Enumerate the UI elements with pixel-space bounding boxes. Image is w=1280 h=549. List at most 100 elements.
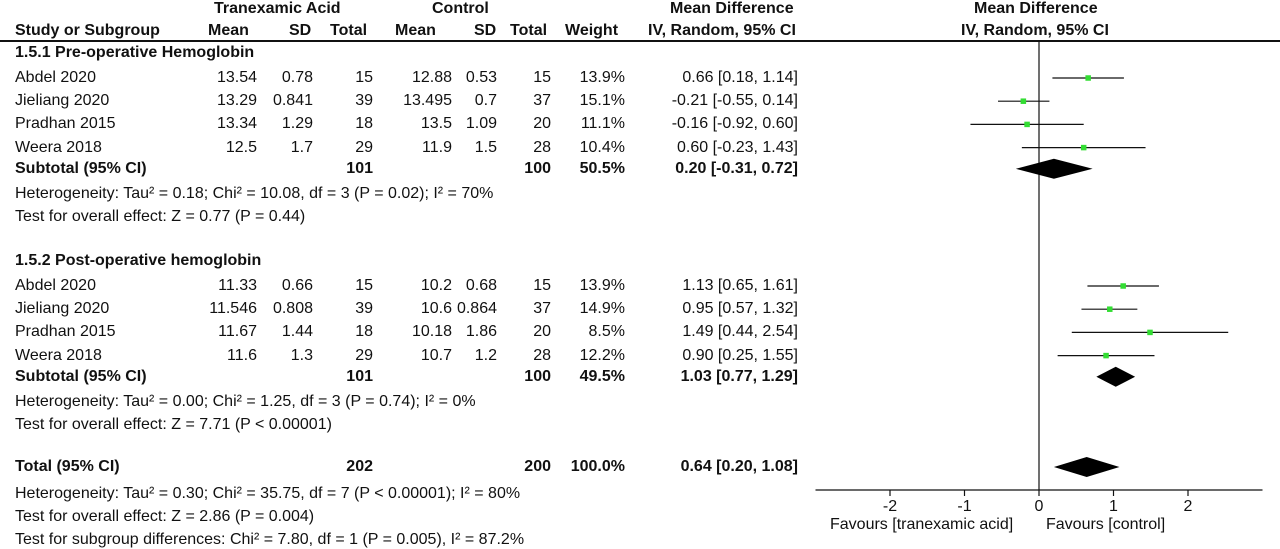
header-rule: [0, 40, 1280, 42]
point-estimate-marker: [1147, 329, 1153, 336]
study-c-sd: 0.7: [474, 92, 497, 110]
study-ci: 0.95 [0.57, 1.32]: [682, 300, 798, 318]
study-ci: -0.21 [-0.55, 0.14]: [671, 92, 798, 110]
subtotal-c-total: 100: [524, 367, 551, 385]
point-estimate-marker: [1103, 352, 1109, 359]
study-name: Jieliang 2020: [15, 92, 110, 110]
study-tx-sd: 0.808: [272, 300, 313, 318]
study-tx-sd: 1.44: [281, 323, 313, 341]
heterogeneity-text: Heterogeneity: Tau² = 0.00; Chi² = 1.25,…: [15, 392, 476, 410]
table-md-title: Mean Difference: [670, 0, 794, 17]
column-method: IV, Random, 95% CI: [648, 22, 796, 39]
column-c-mean: Mean: [395, 22, 436, 39]
study-tx-total: 29: [355, 346, 373, 364]
study-c-total: 28: [533, 138, 551, 156]
study-tx-total: 18: [355, 115, 373, 133]
study-tx-mean: 13.54: [216, 69, 257, 86]
study-c-total: 15: [533, 277, 551, 294]
x-tick-label: 2: [1184, 498, 1193, 515]
overall-effect-text: Test for overall effect: Z = 0.77 (P = 0…: [15, 207, 306, 225]
study-c-mean: 13.5: [420, 115, 452, 133]
study-c-total: 15: [533, 69, 551, 86]
pooled-diamond: [1015, 158, 1093, 179]
study-c-mean: 12.88: [411, 69, 452, 86]
study-c-sd: 0.864: [456, 300, 497, 318]
point-estimate-marker: [1085, 75, 1091, 81]
study-tx-total: 15: [355, 69, 373, 86]
point-estimate-marker: [1020, 98, 1027, 104]
total-tx-total: 202: [346, 458, 373, 475]
study-tx-mean: 13.29: [216, 92, 257, 110]
study-name: Weera 2018: [15, 346, 102, 364]
favours-left-label: Favours [tranexamic acid]: [830, 516, 1014, 533]
plot-md-title: Mean Difference: [974, 0, 1098, 17]
study-ci: 0.66 [0.18, 1.14]: [682, 69, 798, 86]
subtotal-weight: 50.5%: [579, 159, 625, 177]
study-ci: -0.16 [-0.92, 0.60]: [671, 115, 798, 133]
column-tx-total: Total: [330, 22, 368, 39]
study-c-sd: 1.5: [474, 138, 497, 156]
study-name: Pradhan 2015: [15, 115, 116, 133]
subtotal-ci: 0.20 [-0.31, 0.72]: [675, 159, 798, 177]
study-c-total: 20: [533, 323, 551, 341]
subtotal-label: Subtotal (95% CI): [15, 159, 147, 177]
study-tx-sd: 0.841: [272, 92, 313, 110]
study-weight: 11.1%: [580, 115, 625, 133]
study-c-sd: 0.68: [465, 277, 497, 294]
subgroup-title: 1.5.1 Pre-operative Hemoglobin: [15, 44, 255, 61]
study-c-mean: 10.6: [420, 300, 452, 318]
study-c-total: 37: [533, 300, 551, 318]
study-ci: 1.49 [0.44, 2.54]: [682, 323, 798, 341]
subtotal-tx-total: 101: [346, 159, 373, 177]
study-c-sd: 1.09: [465, 115, 497, 133]
column-tx-sd: SD: [289, 22, 312, 39]
study-tx-total: 15: [355, 277, 373, 294]
subtotal-weight: 49.5%: [579, 367, 625, 385]
study-tx-total: 18: [355, 323, 373, 341]
study-ci: 0.90 [0.25, 1.55]: [682, 346, 798, 364]
study-weight: 13.9%: [579, 277, 625, 294]
point-estimate-marker: [1107, 306, 1113, 312]
study-tx-sd: 0.66: [281, 277, 313, 294]
study-c-mean: 10.18: [411, 323, 452, 341]
study-weight: 10.4%: [579, 138, 625, 156]
study-c-sd: 0.53: [465, 69, 497, 86]
study-ci: 1.13 [0.65, 1.61]: [682, 277, 798, 294]
study-name: Jieliang 2020: [15, 300, 110, 318]
study-tx-mean: 12.5: [225, 138, 257, 156]
favours-right-label: Favours [control]: [1046, 516, 1166, 533]
study-name: Pradhan 2015: [15, 323, 116, 341]
study-weight: 13.9%: [579, 69, 625, 86]
column-c-sd: SD: [474, 22, 497, 39]
group-header-control: Control: [432, 0, 489, 17]
subtotal-label: Subtotal (95% CI): [15, 367, 147, 385]
point-estimate-marker: [1120, 283, 1126, 289]
total-weight: 100.0%: [570, 458, 625, 475]
study-tx-mean: 11.33: [218, 277, 257, 294]
total-overall-effect-text: Test for overall effect: Z = 2.86 (P = 0…: [15, 508, 315, 525]
study-tx-sd: 1.3: [290, 346, 313, 364]
study-weight: 14.9%: [579, 300, 625, 318]
study-weight: 8.5%: [588, 323, 625, 341]
study-tx-mean: 13.34: [216, 115, 257, 133]
column-study: Study or Subgroup: [15, 22, 160, 39]
subtotal-ci: 1.03 [0.77, 1.29]: [680, 367, 798, 385]
x-tick-label: -2: [883, 498, 897, 515]
column-weight: Weight: [565, 22, 619, 39]
pooled-diamond: [1053, 457, 1120, 477]
overall-effect-text: Test for overall effect: Z = 7.71 (P < 0…: [15, 415, 332, 433]
study-c-mean: 10.7: [420, 346, 452, 364]
pooled-diamond: [1096, 366, 1136, 387]
study-c-total: 37: [533, 92, 551, 110]
column-c-total: Total: [510, 22, 548, 39]
group-header-tranexamic: Tranexamic Acid: [214, 0, 341, 17]
study-name: Abdel 2020: [15, 69, 96, 86]
study-weight: 12.2%: [579, 346, 625, 364]
point-estimate-marker: [1080, 144, 1087, 151]
column-tx-mean: Mean: [208, 22, 249, 39]
study-tx-mean: 11.6: [227, 346, 257, 364]
total-label: Total (95% CI): [15, 458, 120, 475]
study-c-total: 20: [533, 115, 551, 133]
study-tx-sd: 1.29: [281, 115, 313, 133]
